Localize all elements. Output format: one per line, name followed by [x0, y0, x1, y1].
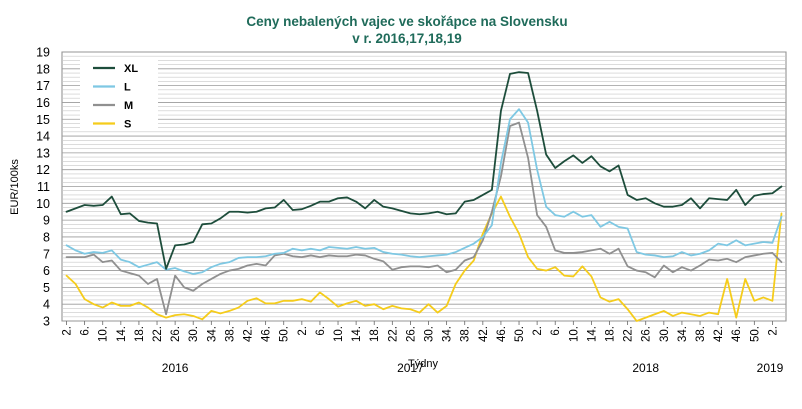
gridlines — [62, 51, 786, 322]
x-tick-label: 2. — [532, 326, 544, 336]
x-tick-label: 46. — [496, 326, 508, 342]
series-line-m — [65, 121, 783, 316]
y-tick-label: 8 — [43, 230, 50, 244]
x-tick-label: 22. — [623, 326, 635, 342]
y-tick-label: 4 — [43, 298, 50, 312]
x-tick-label: 34. — [206, 326, 218, 342]
x-tick-label: 34. — [442, 326, 454, 342]
x-tick-label: 14. — [586, 326, 598, 342]
x-tick-label: 10. — [98, 326, 110, 342]
x-tick-label: 6. — [315, 326, 327, 336]
y-tick-label: 7 — [43, 247, 50, 261]
x-tick-label: 6. — [550, 326, 562, 336]
x-tick-label: 42. — [243, 326, 255, 342]
year-label: 2016 — [162, 361, 189, 375]
x-tick-label: 2. — [767, 326, 779, 336]
y-tick-label: 19 — [36, 46, 50, 60]
x-tick-label: 34. — [677, 326, 689, 342]
x-tick-label: 26. — [405, 326, 417, 342]
x-tick-label: 30. — [188, 326, 200, 342]
y-tick-label: 12 — [36, 163, 50, 177]
y-tick-label: 16 — [36, 96, 50, 110]
x-tick-label: 38. — [460, 326, 472, 342]
y-tick-label: 17 — [36, 79, 50, 93]
x-tick-label: 10. — [333, 326, 345, 342]
y-tick-label: 14 — [36, 130, 50, 144]
y-tick-label: 11 — [37, 180, 50, 194]
x-tick-label: 22. — [152, 326, 164, 342]
legend: XL LMS — [80, 57, 158, 131]
y-tick-label: 13 — [36, 146, 50, 160]
x-tick-label: 26. — [170, 326, 182, 342]
x-tick-label: 38. — [695, 326, 707, 342]
y-tick-label: 18 — [36, 62, 50, 76]
x-tick-label: 2. — [297, 326, 309, 336]
y-tick-label: 15 — [36, 113, 50, 127]
x-tick-label: 26. — [641, 326, 653, 342]
y-tick-label: 5 — [43, 281, 50, 295]
x-tick-label: 14. — [351, 326, 363, 342]
x-tick-label: 14. — [116, 326, 128, 342]
x-axis-ticks: 2. 6. 10. 14. 18. 22. 26. 30. 34. 38. 42. 46. 50. 2. 6… — [62, 321, 779, 342]
x-tick-label: 18. — [369, 326, 381, 342]
x-tick-label: 6. — [80, 326, 92, 336]
y-axis-label: EUR/100ks — [9, 159, 21, 215]
x-tick-label: 50. — [279, 326, 291, 342]
year-label: 2019 — [757, 361, 784, 375]
x-tick-label: 46. — [731, 326, 743, 342]
x-tick-label: 30. — [424, 326, 436, 342]
x-tick-label: 50. — [749, 326, 761, 342]
x-tick-label: 46. — [261, 326, 273, 342]
legend-label: S — [124, 119, 131, 131]
x-tick-label: 30. — [659, 326, 671, 342]
x-tick-label: 2. — [62, 326, 74, 336]
year-label: 2017 — [397, 361, 424, 375]
x-tick-label: 38. — [224, 326, 236, 342]
x-tick-label: 18. — [605, 326, 617, 342]
legend-label: XL — [124, 63, 138, 75]
series-line-l — [65, 108, 783, 275]
x-tick-label: 42. — [713, 326, 725, 342]
y-tick-label: 6 — [43, 264, 50, 278]
y-axis-ticks: 3 4 5 6 7 8 9 10 11 12 13 14 15 16 17 18 19 — [36, 46, 50, 329]
chart-subtitle: v r. 2016,17,18,19 — [352, 31, 462, 46]
x-tick-label: 22. — [387, 326, 399, 342]
x-tick-label: 18. — [134, 326, 146, 342]
y-tick-label: 10 — [36, 197, 50, 211]
year-labels: 2016 2017 2018 2019 — [162, 361, 784, 375]
x-tick-label: 10. — [568, 326, 580, 342]
y-tick-label: 9 — [43, 214, 50, 228]
legend-label: L — [124, 82, 131, 94]
y-tick-label: 3 — [43, 315, 50, 329]
x-tick-label: 42. — [478, 326, 490, 342]
legend-label: M — [124, 100, 133, 112]
series-line-s — [65, 195, 783, 322]
series-lines — [65, 71, 783, 322]
x-tick-label: 50. — [514, 326, 526, 342]
x-axis-label: Týdny — [408, 358, 438, 370]
series-line-xl — [65, 71, 783, 270]
year-label: 2018 — [632, 361, 659, 375]
chart-title: Ceny nebalených vajec ve skořápce na Slo… — [246, 14, 567, 29]
